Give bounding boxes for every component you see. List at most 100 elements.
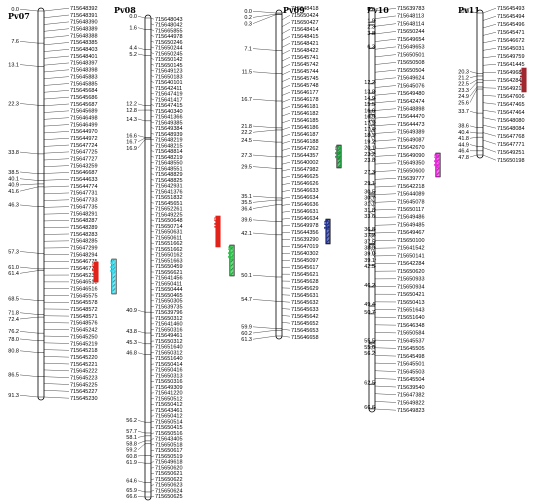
marker-label: 715649251: [497, 150, 525, 156]
marker-leader: [281, 120, 291, 124]
marker-leader: [482, 56, 497, 59]
marker-leader: [374, 15, 397, 19]
marker-leader: [43, 83, 70, 86]
position-label: 39.6: [241, 218, 252, 224]
position-leader: [19, 41, 39, 44]
position-label: 61.3: [241, 337, 252, 343]
marker-label: 715645742: [291, 62, 319, 68]
marker-leader: [281, 106, 291, 110]
marker-leader: [150, 144, 155, 146]
marker-label: 715648825: [155, 178, 183, 184]
position-label: 44.9: [458, 142, 469, 148]
position-label: 21.2: [458, 76, 469, 82]
marker-label: 715647415: [155, 103, 183, 109]
marker-leader: [374, 362, 397, 364]
position-label: 45.3: [126, 340, 137, 346]
marker-label: 715645653: [291, 328, 319, 334]
marker-label: 715642670: [397, 145, 425, 151]
marker-label: 715650617: [155, 448, 183, 454]
position-label: 46.3: [8, 203, 19, 209]
marker-label: 715646188: [291, 139, 319, 145]
position-label: 22.2: [241, 130, 252, 136]
marker-label: 715650421: [397, 292, 425, 298]
marker-label: 715648572: [70, 307, 98, 313]
marker-label: 715646631: [291, 209, 319, 215]
marker-label: 715645686: [70, 95, 98, 101]
marker-label: 715646633: [291, 188, 319, 194]
marker-label: 715648219: [155, 138, 183, 144]
position-label: 31.8: [364, 208, 375, 214]
marker-label: 715648418: [291, 6, 319, 12]
marker-label: 715646687: [70, 170, 98, 176]
marker-label: 715642218: [397, 184, 425, 190]
marker-label: 715650459: [155, 264, 183, 270]
marker-leader: [150, 98, 155, 100]
marker-label: 715648401: [70, 54, 98, 60]
marker-leader: [374, 154, 397, 157]
position-label: 14.3: [126, 117, 137, 123]
marker-label: 715645629: [291, 286, 319, 292]
marker-leader: [482, 64, 497, 66]
marker-leader: [281, 64, 291, 69]
position-leader: [19, 186, 39, 192]
position-label: 16.9: [126, 146, 137, 152]
marker-label: 715646625: [291, 174, 319, 180]
marker-leader: [281, 99, 291, 103]
marker-leader: [281, 113, 291, 117]
position-leader: [368, 346, 377, 354]
position-label: 22.5: [458, 82, 469, 88]
position-leader: [368, 382, 377, 385]
position-leader: [252, 125, 277, 129]
marker-leader: [43, 396, 70, 399]
marker-label: 715645471: [497, 30, 525, 36]
marker-leader: [281, 36, 291, 41]
position-leader: [368, 32, 377, 34]
marker-leader: [43, 131, 70, 134]
position-label: 46.2: [364, 283, 375, 289]
marker-leader: [374, 224, 397, 226]
marker-label: 715645687: [70, 102, 98, 108]
marker-leader: [374, 193, 397, 195]
marker-label: 715645220: [70, 355, 98, 361]
position-leader: [252, 154, 277, 158]
qtl-nph: NPH: [518, 67, 527, 93]
position-leader: [137, 137, 146, 142]
marker-leader: [374, 339, 397, 341]
marker-label: 715640101: [155, 80, 183, 86]
marker-label: 715647725: [70, 150, 98, 156]
qtl-label: NPH: [518, 69, 526, 86]
marker-leader: [150, 444, 155, 446]
position-label: 0.0: [244, 9, 252, 15]
marker-label: 715665855: [155, 28, 183, 34]
position-leader: [368, 98, 377, 101]
marker-label: 715647419: [155, 92, 183, 98]
marker-label: 715641542: [397, 246, 425, 252]
marker-label: 715648084: [497, 126, 525, 132]
qtl-sy: SY: [90, 261, 99, 283]
position-label: 86.5: [8, 373, 19, 379]
position-label: 56.2: [126, 418, 137, 424]
marker-label: 715647465: [497, 102, 525, 108]
position-leader: [368, 234, 377, 242]
position-leader: [368, 191, 377, 194]
position-leader: [368, 9, 377, 12]
position-leader: [252, 199, 277, 203]
chromosome-bar: [37, 7, 45, 401]
marker-label: 715650934: [397, 284, 425, 290]
position-label: 11.5: [242, 70, 252, 76]
position-leader: [368, 125, 377, 142]
marker-leader: [281, 239, 291, 240]
marker-leader: [281, 190, 291, 192]
marker-leader: [150, 427, 155, 428]
marker-label: 715646775: [70, 259, 98, 265]
marker-leader: [482, 48, 497, 51]
marker-leader: [374, 108, 397, 111]
marker-label: 715648388: [70, 33, 98, 39]
marker-label: 715649624: [397, 76, 425, 82]
marker-leader: [43, 42, 70, 46]
linkage-group-title: Pv10: [367, 5, 389, 15]
position-label: 37.5: [364, 239, 375, 245]
marker-leader: [150, 127, 155, 129]
linkage-group-title: Pv08: [114, 5, 136, 15]
marker-leader: [150, 490, 155, 492]
